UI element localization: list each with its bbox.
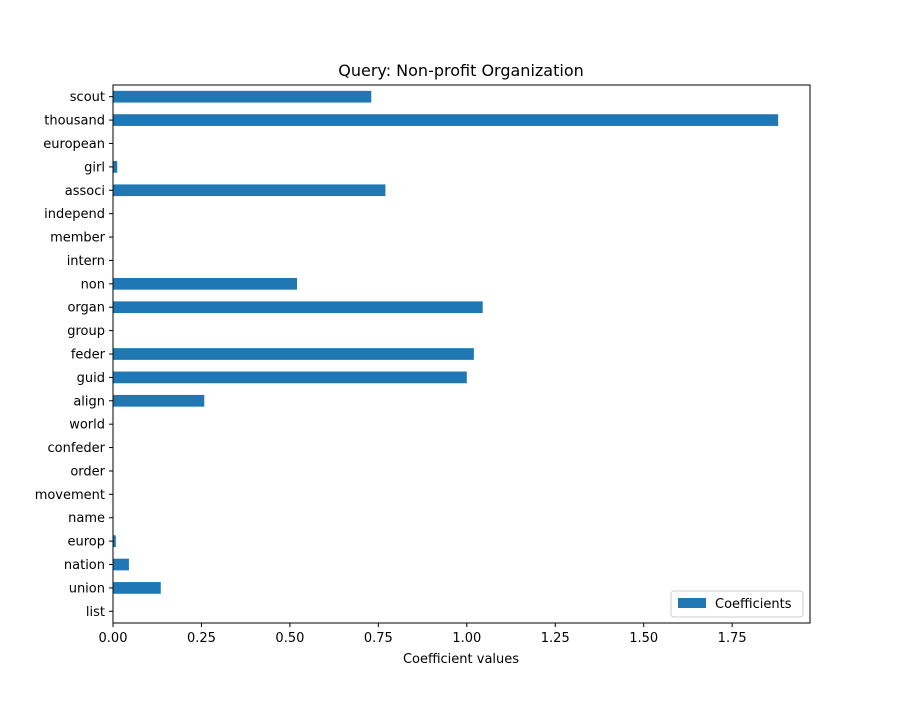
y-tick-label: group [67,324,105,339]
x-axis: 0.00 0.25 0.50 0.75 1.00 1.25 1.50 1.75 [99,623,747,646]
y-tick-label: nation [64,558,105,573]
bar-organ [113,301,483,314]
y-tick-label: non [81,277,105,292]
x-tick-label: 0.50 [275,631,304,646]
bar-scout [113,90,372,103]
bar-non [113,277,297,290]
legend-box [670,590,804,618]
y-tick-label: confeder [47,441,105,456]
y-tick-label: order [70,464,105,479]
y-tick-label: movement [35,488,105,503]
y-tick-label: intern [67,254,105,269]
bar-girl [113,161,118,173]
bar-thousand [113,114,779,126]
y-tick-label: name [68,511,105,526]
y-tick-label: member [50,231,106,246]
y-tick-label: associ [65,184,105,199]
y-tick-label: union [69,581,105,596]
y-tick-label: scout [70,90,105,105]
bar-feder [113,348,474,360]
x-tick-label: 0.75 [364,631,393,646]
legend-label: Coefficients [715,597,792,612]
y-tick-label: organ [67,301,105,316]
y-tick-label: list [86,605,105,620]
legend-swatch [678,598,706,608]
y-axis: list union nation europ name movement order con… [35,90,113,620]
x-tick-label: 1.75 [718,631,747,646]
bar-align [113,394,205,407]
bar-europ [113,535,116,547]
y-tick-label: european [43,137,105,152]
plot-frame [112,84,811,624]
x-tick-label: 1.50 [629,631,658,646]
bars-layer [113,90,779,594]
bar-associ [113,184,386,197]
bar-guid [113,371,467,384]
x-tick-label: 1.25 [541,631,570,646]
x-tick-label: 0.25 [187,631,216,646]
y-tick-label: guid [77,371,105,386]
y-tick-label: girl [84,160,105,175]
y-tick-label: align [73,394,105,409]
bar-nation [113,558,129,571]
y-tick-label: world [69,418,105,433]
y-tick-label: europ [67,535,105,550]
y-tick-label: independ [44,207,105,222]
chart-title: Query: Non-profit Organization [338,61,584,80]
y-tick-label: thousand [44,114,105,129]
legend: Coefficients [670,590,804,618]
x-tick-label: 0.00 [99,631,128,646]
x-tick-label: 1.00 [452,631,481,646]
y-tick-label: feder [71,348,106,363]
x-axis-label: Coefficient values [403,652,519,667]
bar-union [113,582,161,594]
